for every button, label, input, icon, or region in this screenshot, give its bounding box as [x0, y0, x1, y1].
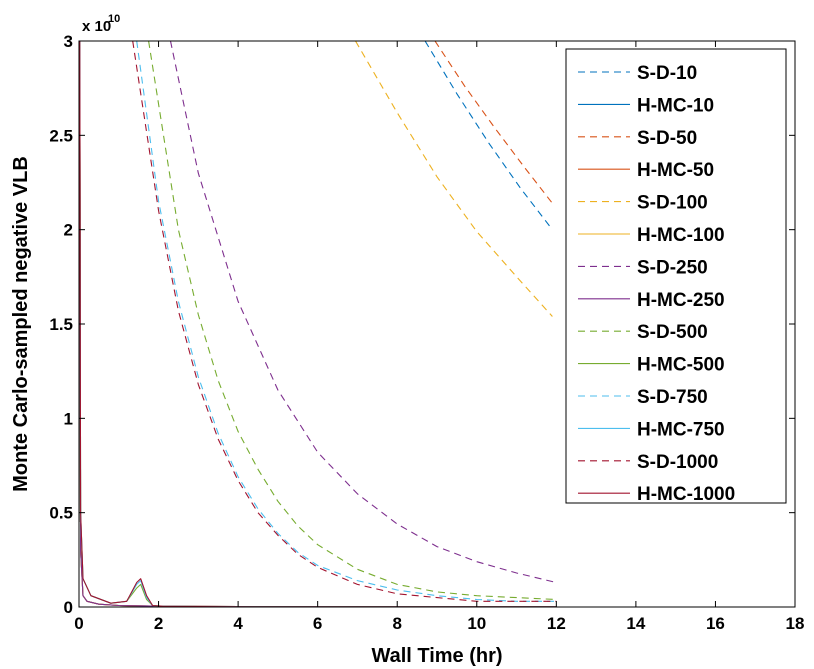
- y-ticks: 0 0.5 1 1.5 2 2.5 3: [49, 32, 795, 617]
- legend-items: S-D-10 H-MC-10 S-D-50 H-MC-50 S-D-100 H-MC-10…: [578, 63, 735, 505]
- legend: S-D-10 H-MC-10 S-D-50 H-MC-50 S-D-100 H-MC-10…: [565, 48, 787, 505]
- x-tick-label: 0: [74, 614, 83, 633]
- legend-label-h-mc-750: H-MC-750: [637, 419, 725, 440]
- x-axis-label: Wall Time (hr): [371, 645, 502, 667]
- x-tick-label: 10: [467, 614, 486, 633]
- series-line-s-d-50: [434, 41, 553, 204]
- legend-label-s-d-750: S-D-750: [637, 387, 708, 408]
- y-tick-label: 2: [64, 221, 73, 240]
- x-tick-label: 8: [392, 614, 401, 633]
- legend-label-h-mc-250: H-MC-250: [637, 290, 725, 311]
- series-line-s-d-750: [136, 41, 557, 602]
- x-tick-label: 4: [233, 614, 243, 633]
- legend-label-s-d-1000: S-D-1000: [637, 452, 718, 473]
- y-tick-label: 1.5: [49, 315, 73, 334]
- legend-label-h-mc-100: H-MC-100: [637, 225, 725, 246]
- legend-label-s-d-100: S-D-100: [637, 193, 708, 214]
- x-tick-label: 16: [706, 614, 725, 633]
- legend-label-h-mc-50: H-MC-50: [637, 160, 714, 181]
- y-exponent-base: x 10: [82, 18, 111, 35]
- y-axis-label: Monte Carlo-sampled negative VLB: [10, 156, 32, 492]
- legend-box: [565, 48, 787, 504]
- y-tick-label: 2.5: [49, 126, 73, 145]
- y-tick-label: 0: [64, 598, 73, 617]
- series-line-s-d-250: [169, 41, 557, 584]
- y-exponent-power: 10: [108, 13, 120, 25]
- x-tick-label: 2: [154, 614, 163, 633]
- legend-label-s-d-10: S-D-10: [637, 63, 697, 84]
- y-tick-label: 3: [64, 32, 73, 51]
- legend-label-h-mc-10: H-MC-10: [637, 95, 714, 116]
- legend-label-h-mc-500: H-MC-500: [637, 355, 725, 376]
- y-tick-label: 0.5: [49, 504, 73, 523]
- x-tick-label: 6: [313, 614, 322, 633]
- legend-label-h-mc-1000: H-MC-1000: [637, 484, 735, 505]
- series-line-s-d-10: [424, 41, 553, 231]
- legend-label-s-d-500: S-D-500: [637, 322, 708, 343]
- x-tick-label: 14: [626, 614, 645, 633]
- x-ticks: 0 2 4 6 8 10 12 14 16 18: [74, 41, 804, 633]
- series-line-s-d-500: [148, 41, 557, 601]
- legend-label-s-d-50: S-D-50: [637, 128, 697, 149]
- x-tick-label: 12: [547, 614, 566, 633]
- x-tick-label: 18: [786, 614, 805, 633]
- legend-label-s-d-250: S-D-250: [637, 257, 708, 278]
- series-line-s-d-100: [355, 41, 553, 317]
- y-tick-label: 1: [64, 409, 73, 428]
